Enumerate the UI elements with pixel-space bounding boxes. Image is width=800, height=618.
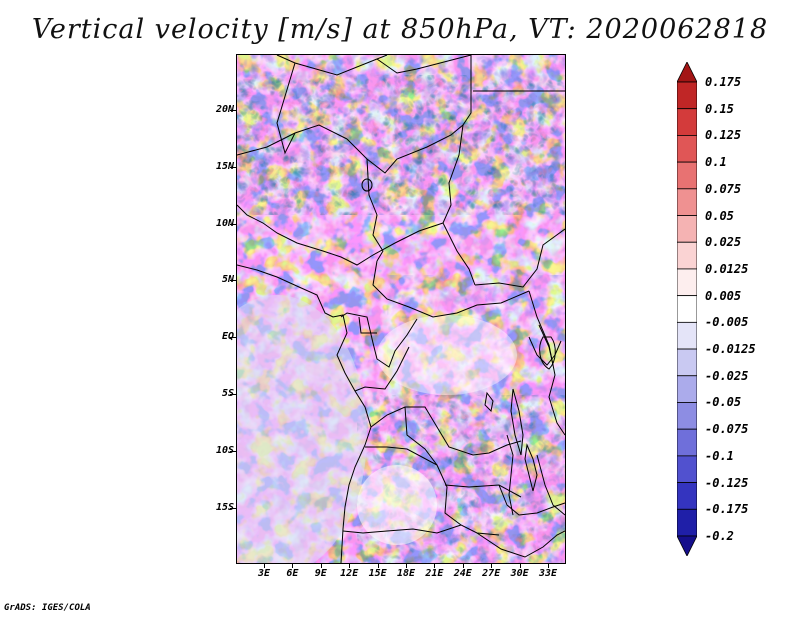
- latitude-tick: [230, 110, 236, 111]
- longitude-tick: [377, 563, 379, 568]
- longitude-label: 30E: [510, 568, 529, 579]
- colorbar-level-label: 0.0125: [705, 261, 749, 276]
- colorbar-level-label: -0.005: [705, 315, 749, 330]
- footer-credit: GrADS: IGES/COLA: [4, 603, 91, 613]
- latitude-tick: [230, 337, 236, 339]
- colorbar-swatch: [677, 348, 697, 377]
- colorbar-swatch: [677, 135, 697, 163]
- latitude-tick: [230, 166, 236, 168]
- longitude-tick: [519, 563, 521, 568]
- colorbar-level-label: 0.1: [705, 155, 727, 170]
- colorbar-level-label: 0.175: [705, 75, 742, 89]
- colorbar-swatch: [677, 215, 697, 243]
- latitude-label: EQ: [221, 331, 234, 343]
- colorbar-swatch: [677, 455, 697, 483]
- latitude-tick: [230, 450, 236, 452]
- colorbar-swatch: [677, 268, 697, 297]
- longitude-tick: [491, 563, 493, 568]
- colorbar-swatch: [677, 188, 697, 216]
- colorbar-level-label: 0.075: [705, 181, 742, 196]
- colorbar-level-label: -0.125: [705, 475, 749, 490]
- colorbar-level-label: -0.0125: [705, 342, 756, 357]
- longitude-tick: [462, 563, 464, 568]
- longitude-tick: [406, 563, 407, 568]
- longitude-tick: [548, 563, 549, 568]
- colorbar-arrow-top: [677, 62, 697, 83]
- colorbar-swatch: [677, 482, 697, 510]
- colorbar-swatch: [677, 428, 697, 457]
- colorbar-level-label: -0.2: [705, 529, 734, 543]
- map-canvas: [237, 55, 565, 563]
- longitude-tick: [434, 563, 436, 568]
- longitude-tick: [320, 563, 322, 568]
- longitude-label: 15E: [368, 568, 387, 579]
- longitude-label: 27E: [482, 568, 501, 579]
- latitude-tick: [230, 507, 236, 509]
- colorbar-swatch: [677, 81, 697, 110]
- colorbar-level-label: 0.05: [705, 208, 734, 223]
- country-borders: [237, 55, 565, 563]
- colorbar-swatch: [677, 508, 697, 537]
- colorbar-level-label: 0.15: [705, 101, 734, 116]
- colorbar-level-label: -0.175: [705, 502, 749, 517]
- colorbar-arrow-bottom: [677, 535, 697, 556]
- lakes: [361, 178, 556, 492]
- colorbar-swatch: [677, 241, 697, 270]
- latitude-label: 10N: [215, 217, 234, 229]
- latitude-label: 10S: [215, 444, 234, 456]
- longitude-label: 3E: [257, 568, 271, 579]
- colorbar-level-label: -0.025: [705, 368, 749, 383]
- colorbar-swatch: [677, 375, 697, 403]
- latitude-tick: [230, 223, 236, 225]
- colorbar-level-label: -0.1: [705, 448, 734, 463]
- colorbar-swatch: [677, 321, 697, 350]
- colorbar-level-label: 0.005: [705, 288, 742, 303]
- colorbar-level-label: 0.025: [705, 235, 742, 250]
- longitude-label: 33E: [538, 568, 558, 579]
- colorbar-swatch: [677, 402, 697, 430]
- longitude-tick: [264, 563, 265, 568]
- longitude-tick: [349, 563, 351, 568]
- colorbar-swatch: [677, 161, 697, 190]
- latitude-label: 5N: [221, 274, 234, 286]
- latitude-tick: [230, 394, 236, 395]
- latitude-tick: [230, 280, 236, 282]
- longitude-label: 9E: [314, 568, 327, 579]
- longitude-tick: [292, 563, 294, 568]
- latitude-label: 20N: [215, 104, 234, 115]
- colorbar-level-label: -0.075: [705, 422, 749, 437]
- latitude-label: 15N: [215, 160, 234, 172]
- plot-title: Vertical velocity [m/s] at 850hPa, VT: 2…: [31, 14, 769, 45]
- latitude-label: 5S: [221, 388, 234, 399]
- colorbar-swatch: [677, 108, 697, 136]
- colorbar: [677, 62, 697, 556]
- longitude-label: 12E: [340, 568, 359, 579]
- longitude-label: 21E: [425, 568, 444, 579]
- longitude-label: 24E: [453, 568, 472, 579]
- longitude-label: 6E: [286, 568, 299, 579]
- velocity-map: [236, 54, 566, 564]
- colorbar-swatch: [677, 295, 697, 323]
- latitude-label: 15S: [215, 501, 234, 513]
- colorbar-level-label: -0.05: [705, 395, 742, 410]
- longitude-label: 18E: [396, 568, 416, 579]
- colorbar-level-label: 0.125: [705, 128, 742, 143]
